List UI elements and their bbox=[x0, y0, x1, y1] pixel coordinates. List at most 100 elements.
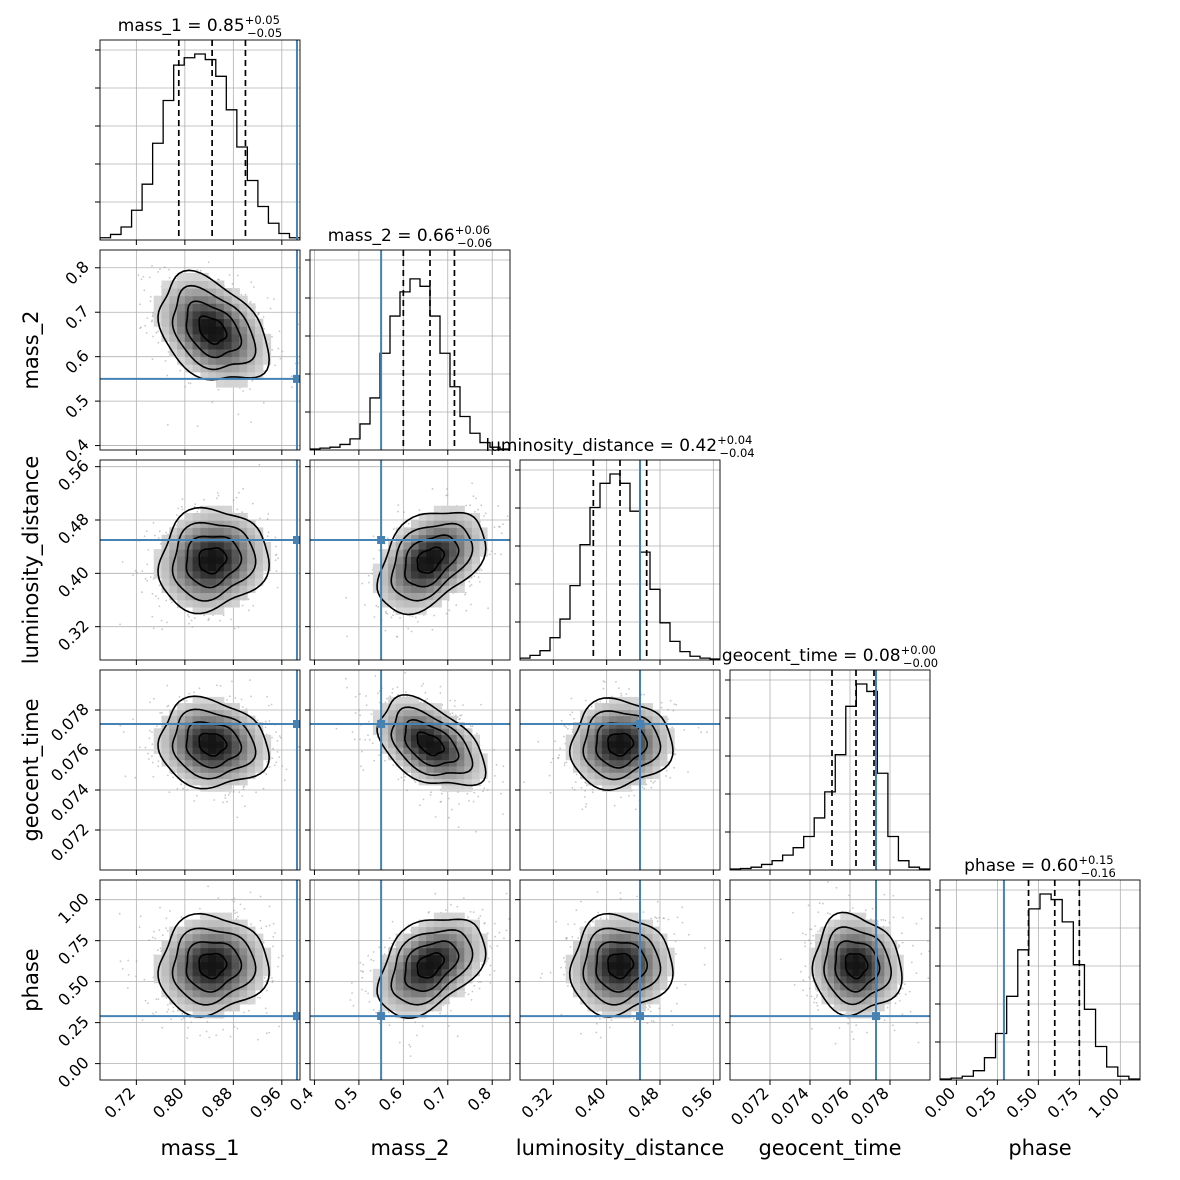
sample-point bbox=[164, 360, 167, 362]
density-cell bbox=[200, 288, 209, 297]
density-cell bbox=[433, 709, 442, 717]
sample-point bbox=[375, 604, 378, 607]
sample-point bbox=[471, 725, 474, 728]
sample-point bbox=[247, 598, 250, 601]
sample-point bbox=[277, 557, 279, 560]
density-cell bbox=[177, 766, 186, 773]
sample-point bbox=[146, 579, 149, 582]
sample-point bbox=[143, 535, 146, 538]
density-cell bbox=[223, 371, 233, 380]
density-cell bbox=[426, 563, 435, 572]
density-cell bbox=[208, 722, 217, 729]
density-cell bbox=[449, 585, 458, 593]
density-cell bbox=[411, 607, 420, 615]
sample-point bbox=[563, 762, 566, 764]
sample-point bbox=[405, 691, 407, 694]
sample-point bbox=[273, 298, 275, 300]
density-cell bbox=[184, 722, 194, 729]
sample-point bbox=[193, 691, 195, 694]
density-cell bbox=[177, 703, 186, 710]
density-cell bbox=[223, 722, 233, 729]
sample-point bbox=[474, 510, 476, 513]
density-cell bbox=[169, 303, 178, 312]
density-cell bbox=[208, 734, 217, 742]
sample-point bbox=[368, 738, 371, 741]
density-cell bbox=[216, 728, 225, 736]
sample-point bbox=[483, 787, 486, 790]
sample-point bbox=[345, 596, 347, 599]
sample-point bbox=[271, 757, 274, 760]
density-cell bbox=[433, 759, 442, 767]
density-cell bbox=[411, 549, 420, 557]
sample-point bbox=[414, 781, 417, 784]
density-cell bbox=[216, 715, 225, 723]
sample-point bbox=[249, 679, 251, 681]
density-cell bbox=[411, 759, 420, 767]
sample-point bbox=[565, 761, 568, 764]
sample-point bbox=[584, 789, 586, 792]
sample-point bbox=[238, 791, 241, 793]
density-cell bbox=[479, 753, 488, 761]
sample-point bbox=[144, 324, 147, 327]
sample-point bbox=[643, 693, 645, 696]
density-cell bbox=[418, 715, 427, 723]
density-cell bbox=[200, 772, 209, 780]
density-cell bbox=[161, 715, 170, 723]
density-cell bbox=[177, 549, 186, 557]
density-cell bbox=[169, 333, 178, 342]
density-cell bbox=[192, 549, 201, 557]
density-cell bbox=[247, 364, 256, 373]
sample-point bbox=[96, 277, 98, 279]
sample-point bbox=[151, 615, 154, 618]
sample-point bbox=[563, 724, 566, 727]
density-cell bbox=[200, 549, 209, 557]
sample-point bbox=[269, 307, 272, 310]
density-cell bbox=[161, 734, 170, 742]
sample-point bbox=[266, 695, 268, 698]
sample-point bbox=[243, 785, 246, 788]
density-cell bbox=[456, 563, 465, 572]
density-cell bbox=[223, 563, 233, 572]
density-cell bbox=[380, 592, 389, 601]
density-cell bbox=[471, 563, 480, 572]
density-cell bbox=[216, 527, 225, 536]
density-cell bbox=[239, 570, 248, 579]
sample-point bbox=[580, 786, 583, 789]
sample-point bbox=[217, 388, 220, 391]
density-cell bbox=[471, 520, 480, 528]
density-cell bbox=[411, 703, 420, 710]
sample-point bbox=[368, 720, 370, 723]
density-cell bbox=[247, 753, 256, 761]
density-cell bbox=[471, 556, 480, 565]
sample-point bbox=[464, 591, 467, 594]
density-cell bbox=[441, 585, 450, 593]
sample-point bbox=[403, 511, 405, 513]
sample-point bbox=[469, 725, 472, 728]
sample-point bbox=[157, 537, 160, 539]
sample-point bbox=[354, 695, 357, 698]
density-cell bbox=[239, 772, 248, 780]
density-cell bbox=[411, 570, 420, 579]
sample-point bbox=[384, 759, 386, 762]
sample-point bbox=[255, 791, 257, 794]
density-cell bbox=[208, 288, 217, 297]
sample-point bbox=[216, 684, 218, 687]
sample-point bbox=[266, 297, 269, 299]
density-cell bbox=[433, 766, 442, 773]
density-cell bbox=[388, 715, 397, 723]
density-cell bbox=[184, 709, 194, 717]
density-cell bbox=[161, 333, 170, 342]
sample-point bbox=[271, 348, 273, 351]
density-cell bbox=[192, 599, 201, 608]
density-cell bbox=[184, 364, 194, 373]
density-cell bbox=[247, 759, 256, 767]
scatter-panel-mass_2-vs-mass_1: 0.40.50.60.70.8 bbox=[61, 249, 301, 466]
y-tick-label: 0.6 bbox=[61, 346, 92, 377]
density-cell bbox=[449, 513, 458, 521]
density-cell bbox=[184, 326, 194, 335]
sample-point bbox=[224, 797, 227, 799]
sample-point bbox=[439, 788, 442, 791]
density-cell bbox=[200, 527, 209, 536]
sample-point bbox=[493, 749, 495, 751]
x-tick-label: 0.25 bbox=[962, 1083, 1001, 1122]
